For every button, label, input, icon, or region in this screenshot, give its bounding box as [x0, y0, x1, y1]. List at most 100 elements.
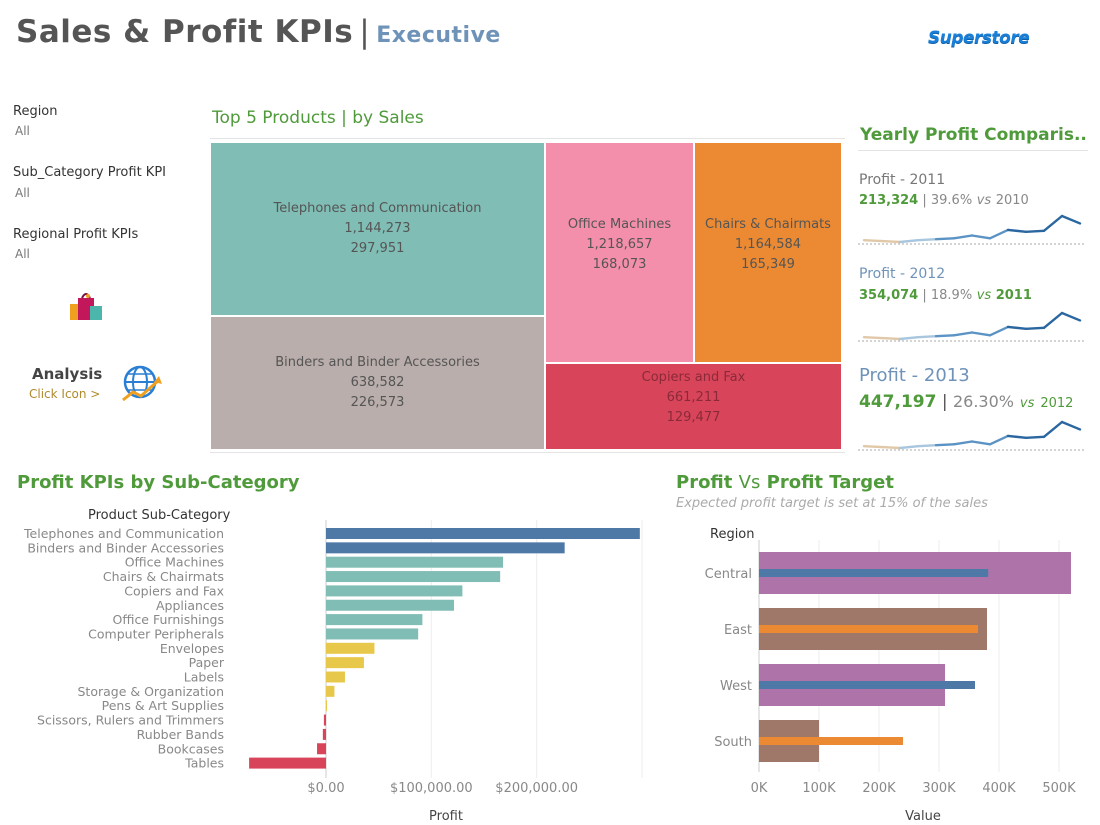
category-label: Envelopes [160, 641, 224, 656]
x-axis-title: Value [905, 809, 941, 824]
treemap-cell-sales: 638,582 [350, 375, 405, 390]
profit-bar[interactable] [759, 737, 903, 745]
treemap-cell-name: Chairs & Chairmats [705, 217, 831, 232]
profit-bar[interactable] [326, 657, 364, 669]
globe-analytics-icon[interactable] [121, 364, 163, 408]
profit-bar[interactable] [326, 528, 640, 539]
treemap-cell-telephones[interactable]: Telephones and Communication 1,144,273 2… [210, 142, 545, 316]
divider [210, 138, 845, 139]
sparkline-segment [952, 440, 974, 446]
category-label: Copiers and Fax [124, 583, 224, 598]
filter-regional-value[interactable]: All [15, 247, 30, 261]
sparkline-segment [988, 228, 1010, 240]
sparkline-segment [934, 237, 956, 241]
sparkline-segment [880, 336, 902, 341]
sparkline-segment [898, 238, 920, 244]
sparkline-segment [988, 325, 1010, 337]
sparkline-segment [862, 238, 884, 243]
treemap-cell-sales: 1,164,584 [734, 237, 802, 252]
treemap-cell-sales: 1,144,273 [344, 221, 411, 236]
analysis-title: Analysis [32, 365, 103, 383]
treemap-title: Top 5 Products | by Sales [212, 108, 424, 128]
yearly-2012-value: 354,074 | 18.9% vs 2011 [859, 288, 1032, 303]
profit-bar[interactable] [326, 599, 454, 611]
profit-bar[interactable] [326, 585, 463, 597]
sparkline-segment [1060, 214, 1082, 225]
sparkline-segment [952, 234, 974, 240]
category-label: Office Furnishings [113, 612, 224, 627]
sparkline-segment [934, 334, 956, 338]
sparkline-segment [880, 445, 902, 450]
sparkline-segment [898, 444, 920, 450]
category-label: Computer Peripherals [88, 626, 224, 641]
yearly-title: Yearly Profit Comparis.. [860, 125, 1087, 145]
profit-bar[interactable] [326, 556, 504, 568]
yearly-2012-sparkline [858, 311, 1086, 342]
subcat-header-label: Product Sub-Category [88, 508, 231, 523]
profit-bar[interactable] [326, 614, 423, 626]
x-tick-label: 0K [751, 781, 768, 796]
sparkline-segment [1024, 435, 1046, 439]
shopping-bags-icon[interactable] [68, 290, 108, 328]
yearly-2011-pct: 39.6% [930, 193, 973, 208]
superstore-logo: Superstore [928, 28, 1030, 48]
filter-subcategory-label: Sub_Category Profit KPI [13, 165, 166, 180]
sparkline-segment [1024, 229, 1046, 233]
profit-bar[interactable] [323, 714, 326, 726]
profit-bar[interactable] [326, 642, 375, 654]
category-label: Chairs & Chairmats [103, 569, 224, 584]
analysis-link[interactable]: Click Icon > [29, 387, 101, 401]
filter-region-value[interactable]: All [15, 124, 30, 138]
sparkline-segment [916, 238, 938, 242]
treemap-cell-sales: 1,218,657 [586, 237, 653, 252]
category-label: Storage & Organization [77, 684, 224, 699]
treemap-cell-copiers[interactable]: Copiers and Fax 661,211 129,477 [545, 363, 842, 450]
sparkline-segment [1006, 434, 1028, 439]
profit-bar[interactable] [326, 671, 345, 683]
treemap-cell-profit: 165,349 [741, 257, 795, 272]
sparkline-segment [970, 234, 992, 240]
yearly-2013-vs: vs [1019, 396, 1035, 411]
profit-bar[interactable] [759, 625, 978, 633]
profit-bar[interactable] [249, 757, 326, 769]
sparkline-segment [916, 335, 938, 339]
yearly-2013-label: Profit - 2013 [859, 365, 970, 386]
subcat-title: Profit KPIs by Sub-Category [17, 472, 300, 493]
region-label: West [720, 679, 752, 694]
treemap-cell-office-machines[interactable]: Office Machines 1,218,657 168,073 [545, 142, 694, 363]
treemap-cell-chairs[interactable]: Chairs & Chairmats 1,164,584 165,349 [694, 142, 842, 363]
yearly-2011-profit: 213,324 [859, 193, 919, 208]
divider [210, 452, 845, 453]
target-subtitle: Expected profit target is set at 15% of … [676, 496, 988, 511]
region-label: South [714, 735, 752, 750]
sparkline-segment [970, 440, 992, 446]
yearly-2013-pct: 26.30% [952, 392, 1014, 411]
profit-bar[interactable] [759, 569, 989, 577]
page-subtitle: Executive [376, 23, 501, 48]
profit-bar[interactable] [326, 685, 335, 697]
x-tick-label: 500K [1042, 781, 1076, 796]
treemap-cell-profit: 226,573 [350, 395, 405, 410]
target-title: Profit Vs Profit Target [676, 472, 894, 493]
category-label: Tables [184, 756, 224, 771]
profit-bar[interactable] [317, 743, 326, 755]
filter-subcategory-value[interactable]: All [15, 186, 30, 200]
x-tick-label: $100,000.00 [390, 781, 473, 796]
treemap-cell-binders[interactable]: Binders and Binder Accessories 638,582 2… [210, 316, 545, 450]
treemap-cell-profit: 129,477 [666, 410, 721, 425]
target-title-a: Profit [676, 472, 733, 493]
sparkline-segment [1060, 420, 1082, 431]
sparkline-segment [1024, 326, 1046, 330]
profit-bar[interactable] [759, 681, 975, 689]
treemap-cell-name: Binders and Binder Accessories [275, 355, 480, 370]
category-label: Pens & Art Supplies [102, 698, 224, 713]
profit-bar[interactable] [326, 628, 419, 640]
profit-bar[interactable] [326, 571, 501, 583]
profit-bar[interactable] [326, 542, 565, 554]
category-label: Bookcases [158, 741, 224, 756]
yearly-2011-label: Profit - 2011 [859, 172, 946, 188]
yearly-2012-profit: 354,074 [859, 288, 919, 303]
region-label: Central [705, 567, 752, 582]
profit-bar[interactable] [322, 728, 326, 740]
profit-bar[interactable] [326, 700, 328, 712]
